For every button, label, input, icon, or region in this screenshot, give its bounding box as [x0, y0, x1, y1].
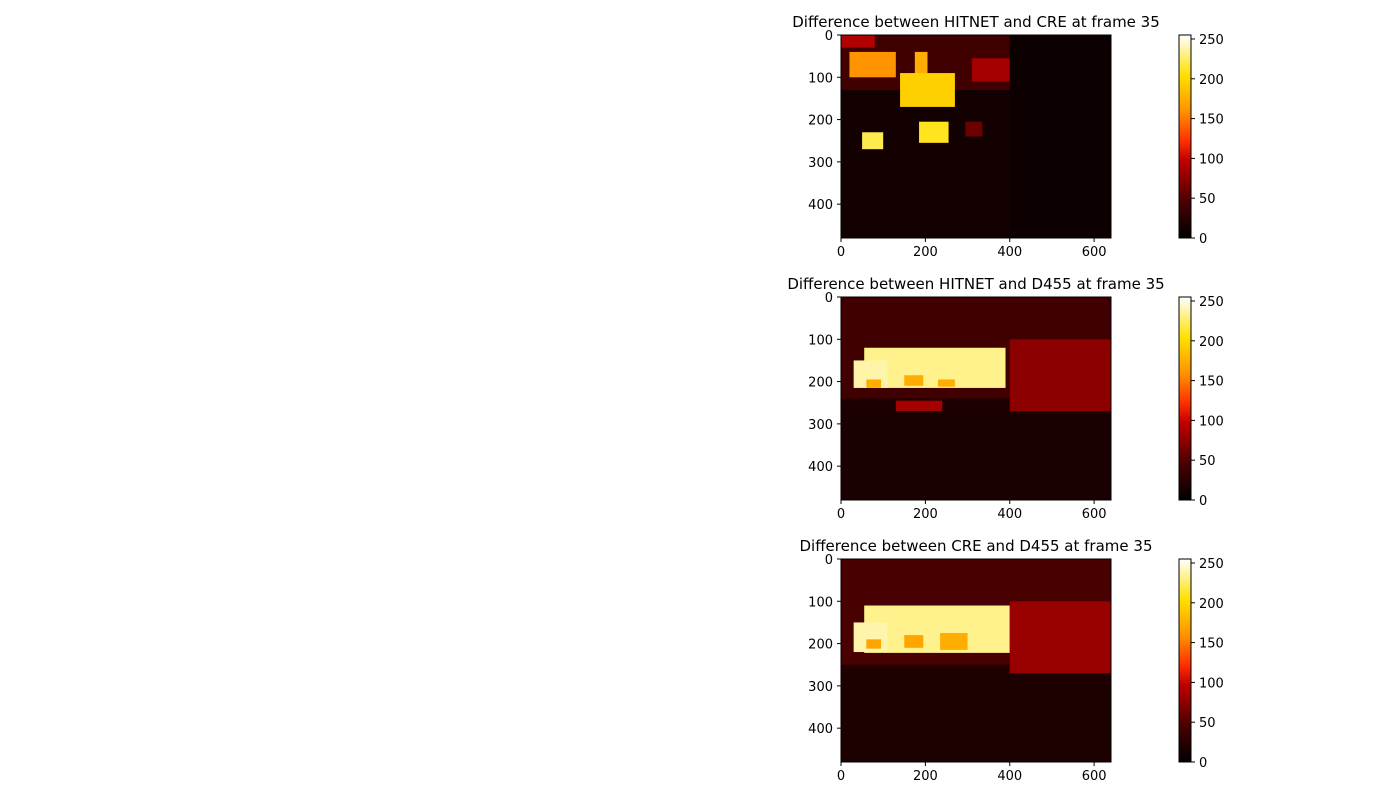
heatmap-region — [1009, 601, 1111, 678]
x-tick-label: 600 — [1082, 769, 1107, 784]
y-tick-label: 100 — [808, 595, 833, 610]
x-tick-label: 400 — [997, 245, 1022, 260]
colorbar-tick-label: 50 — [1199, 716, 1216, 731]
colorbar: 0 50 100 150 200 250 — [1178, 33, 1224, 247]
axes-frame — [840, 296, 1112, 501]
heatmap-region — [904, 375, 924, 386]
colorbar-tick-label: 200 — [1199, 335, 1224, 350]
y-tick-label: 300 — [808, 418, 833, 433]
x-tick-label: 200 — [913, 507, 938, 522]
colorbar-gradient — [1178, 34, 1192, 239]
colorbar-tick-label: 200 — [1199, 597, 1224, 612]
heatmap-region — [904, 635, 924, 648]
colorbar-tick-label: 200 — [1199, 73, 1224, 88]
colorbar-tick-label: 100 — [1199, 414, 1224, 429]
heatmap-region — [864, 605, 1010, 653]
colorbar-gradient — [1178, 296, 1192, 501]
colorbar-tick-label: 50 — [1199, 192, 1216, 207]
y-tick-label: 400 — [808, 460, 833, 475]
y-tick-label: 100 — [808, 71, 833, 86]
heatmap-region — [895, 400, 943, 412]
heatmap-image — [841, 559, 1111, 762]
heatmap-region — [866, 379, 882, 388]
y-tick-label: 0 — [825, 291, 833, 306]
colorbar-tick-label: 150 — [1199, 375, 1224, 390]
colorbar-tick-label: 250 — [1199, 33, 1224, 48]
x-tick-label: 600 — [1082, 507, 1107, 522]
x-tick-label: 200 — [913, 769, 938, 784]
heatmap-region — [862, 132, 884, 150]
colorbar-tick-label: 50 — [1199, 454, 1216, 469]
colorbar-tick-label: 150 — [1199, 113, 1224, 128]
x-tick-label: 200 — [913, 245, 938, 260]
heatmap-region — [841, 673, 1111, 762]
y-tick-label: 200 — [808, 638, 833, 653]
heatmap-region — [864, 347, 1006, 388]
x-tick-label: 0 — [837, 507, 845, 522]
heatmap-region — [866, 639, 882, 649]
colorbar-tick-label: 150 — [1199, 637, 1224, 652]
axes-frame — [840, 558, 1112, 763]
x-tick-label: 400 — [997, 769, 1022, 784]
heatmap-region — [919, 121, 949, 143]
x-tick-label: 0 — [837, 245, 845, 260]
heatmap-region — [938, 379, 955, 387]
colorbar-tick-label: 0 — [1199, 756, 1207, 771]
colorbar-tick-label: 100 — [1199, 152, 1224, 167]
axes-frame — [840, 34, 1112, 239]
x-tick-label: 0 — [837, 769, 845, 784]
y-tick-label: 300 — [808, 156, 833, 171]
colorbar-tick-label: 250 — [1199, 295, 1224, 310]
chart-title: Difference between CRE and D455 at frame… — [800, 537, 1153, 555]
chart-title: Difference between HITNET and D455 at fr… — [787, 275, 1164, 293]
colorbar-gradient — [1178, 558, 1192, 763]
heatmap-region — [841, 35, 875, 48]
heatmap-region — [841, 411, 1111, 500]
y-tick-label: 0 — [825, 553, 833, 568]
heatmap-region — [900, 73, 955, 107]
y-tick-label: 200 — [808, 376, 833, 391]
heatmap-image — [841, 297, 1111, 500]
colorbar: 0 50 100 150 200 250 — [1178, 295, 1224, 509]
heatmap-panel-1: Difference between HITNET and CRE at fra… — [792, 13, 1224, 260]
heatmap-region — [971, 58, 1014, 82]
y-tick-label: 200 — [808, 114, 833, 129]
chart-title: Difference between HITNET and CRE at fra… — [792, 13, 1160, 31]
heatmap-region — [1009, 339, 1111, 416]
heatmap-region — [965, 121, 983, 137]
x-tick-label: 400 — [997, 507, 1022, 522]
y-tick-label: 400 — [808, 722, 833, 737]
heatmap-region — [1009, 35, 1111, 238]
heatmap-panel-2: Difference between HITNET and D455 at fr… — [787, 275, 1224, 522]
colorbar: 0 50 100 150 200 250 — [1178, 557, 1224, 771]
y-tick-label: 400 — [808, 198, 833, 213]
colorbar-tick-label: 0 — [1199, 494, 1207, 509]
heatmap-region — [940, 633, 968, 650]
heatmap-region — [849, 51, 896, 78]
colorbar-tick-label: 100 — [1199, 676, 1224, 691]
y-tick-label: 100 — [808, 333, 833, 348]
y-tick-label: 0 — [825, 29, 833, 44]
heatmap-image — [841, 35, 1111, 238]
x-tick-label: 600 — [1082, 245, 1107, 260]
colorbar-tick-label: 0 — [1199, 232, 1207, 247]
colorbar-tick-label: 250 — [1199, 557, 1224, 572]
heatmap-panel-3: Difference between CRE and D455 at frame… — [800, 537, 1224, 784]
y-tick-label: 300 — [808, 680, 833, 695]
heatmap-region — [914, 51, 928, 76]
